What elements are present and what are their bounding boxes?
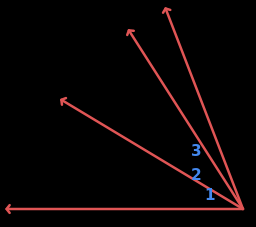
Text: 1: 1 — [205, 188, 215, 203]
Text: 3: 3 — [191, 144, 201, 159]
Text: 2: 2 — [191, 168, 201, 183]
